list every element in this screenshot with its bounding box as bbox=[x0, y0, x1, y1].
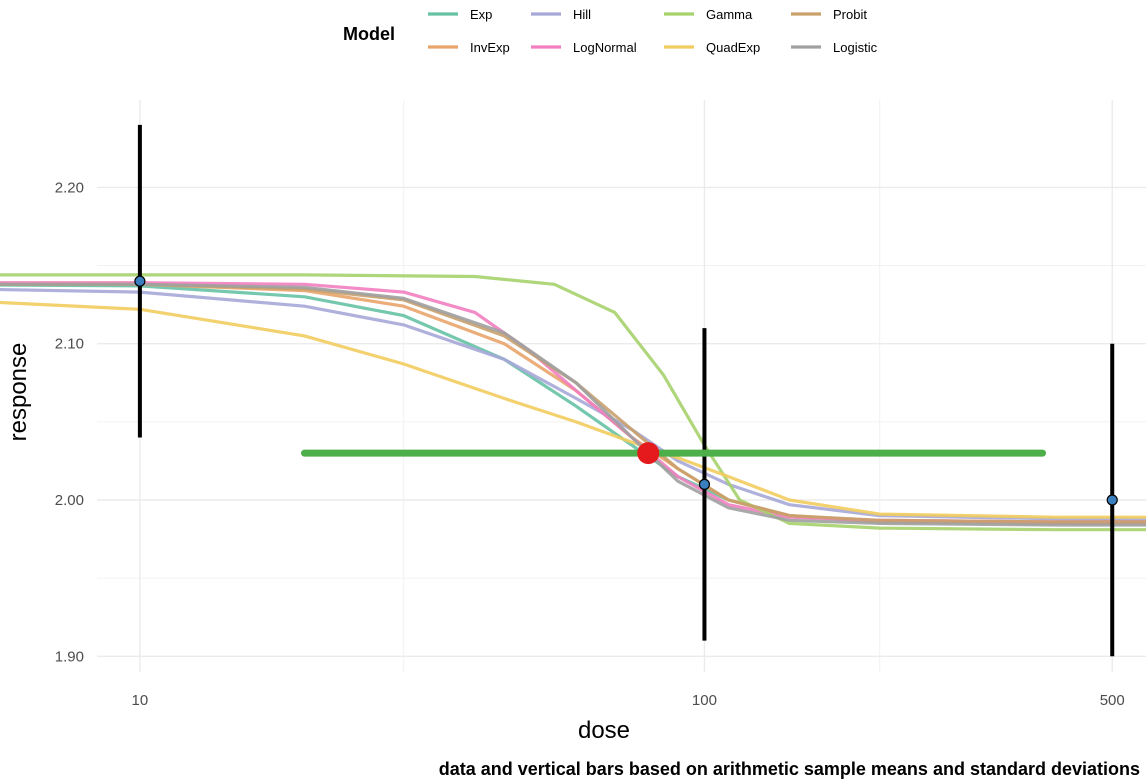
legend-label-quadexp: QuadExp bbox=[706, 40, 760, 55]
legend-label-hill: Hill bbox=[573, 7, 591, 22]
data-point bbox=[698, 478, 711, 490]
legend: Model Exp InvExp Hill LogNormal Gamma QuadExp P… bbox=[343, 7, 878, 55]
data-point bbox=[1106, 494, 1118, 506]
x-tick-label: 100 bbox=[692, 692, 717, 709]
legend-label-probit: Probit bbox=[833, 7, 867, 22]
series-line-logistic bbox=[0, 282, 1146, 527]
legend-label-gamma: Gamma bbox=[706, 7, 753, 22]
y-tick-label: 2.10 bbox=[55, 336, 84, 353]
legend-label-invexp: InvExp bbox=[470, 40, 510, 55]
y-tick-label: 2.20 bbox=[55, 179, 84, 196]
legend-label-lognormal: LogNormal bbox=[573, 40, 637, 55]
series-layer bbox=[0, 273, 1146, 532]
y-axis-title: response bbox=[5, 343, 32, 442]
bmd-point bbox=[637, 442, 660, 465]
y-tick-label: 2.00 bbox=[55, 492, 84, 509]
series-line-quadexp bbox=[0, 300, 1146, 519]
bmd-layer bbox=[301, 442, 1047, 465]
x-tick-label: 10 bbox=[132, 692, 149, 709]
axis-ticks: 0101005001.902.002.102.20 bbox=[55, 179, 1125, 709]
points-layer bbox=[134, 124, 1118, 657]
data-point bbox=[134, 275, 146, 287]
x-axis-title: dose bbox=[578, 717, 630, 744]
series-line-exp bbox=[0, 283, 1146, 525]
x-tick-label: 500 bbox=[1100, 692, 1125, 709]
series-line-gamma bbox=[0, 273, 1146, 532]
legend-label-exp: Exp bbox=[470, 7, 492, 22]
chart-caption: data and vertical bars based on arithmet… bbox=[439, 759, 1140, 779]
y-tick-label: 1.90 bbox=[55, 648, 84, 665]
legend-label-logistic: Logistic bbox=[833, 40, 878, 55]
legend-title: Model bbox=[343, 24, 395, 44]
